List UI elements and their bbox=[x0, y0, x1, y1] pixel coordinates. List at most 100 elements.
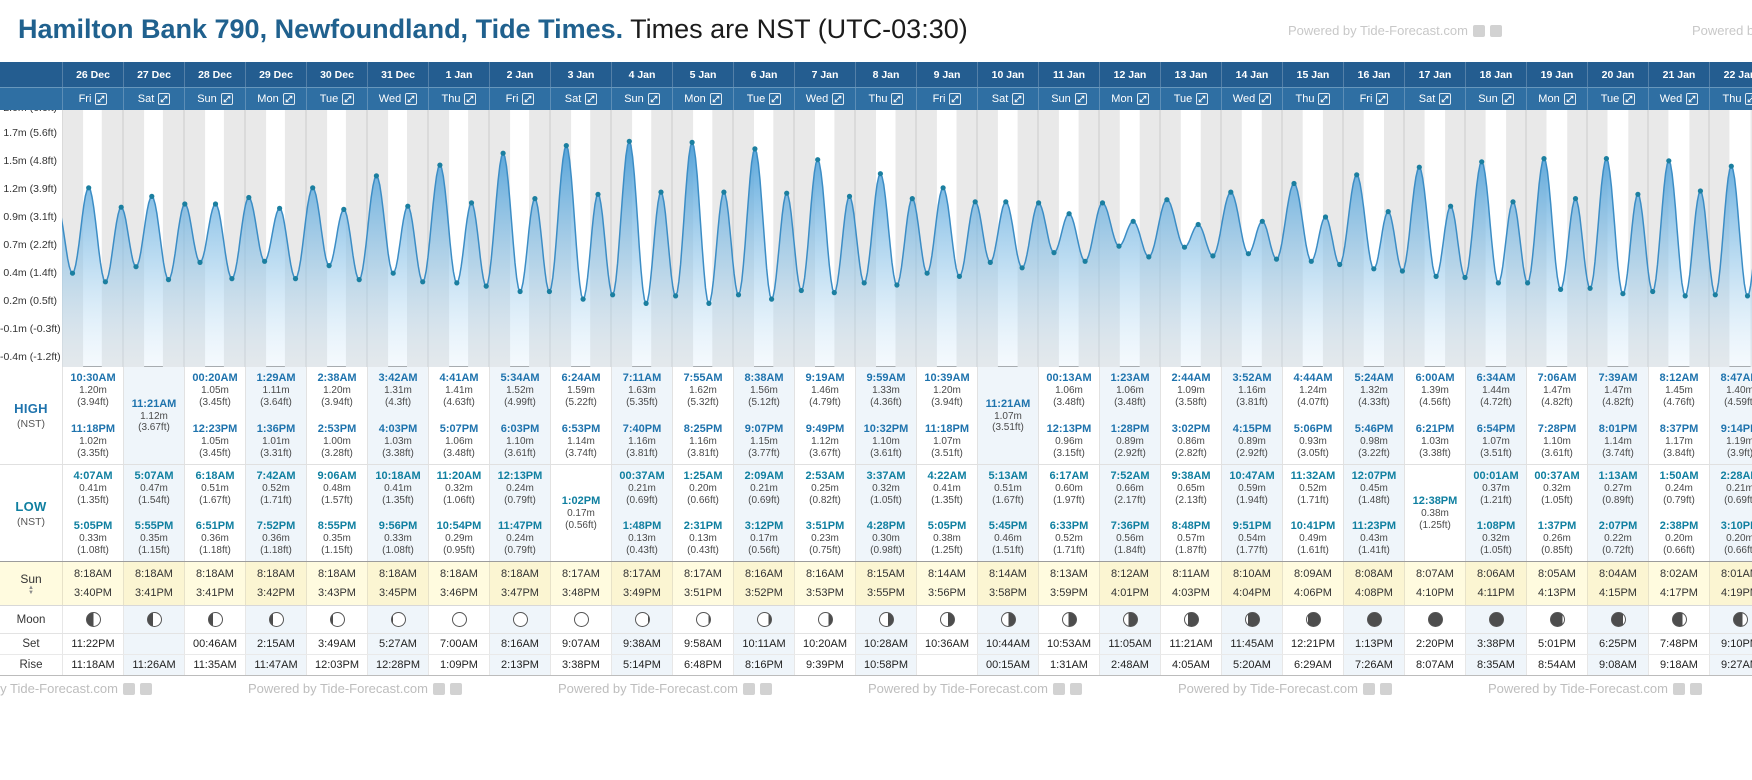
date-header[interactable]: 31 Dec bbox=[367, 62, 428, 87]
y-axis-label: 0.7m (2.2ft) bbox=[3, 238, 57, 251]
high-tide-time: 8:01PM bbox=[1598, 423, 1638, 435]
expand-day-icon[interactable] bbox=[1012, 93, 1025, 105]
high-tide-entry: 3:02PM 0.86m (2.82ft) bbox=[1172, 423, 1211, 459]
high-tide-cell: 6:00AM 1.39m (4.56ft) 6:21PM 1.03m (3.38ft) bbox=[1404, 367, 1465, 464]
sunrise-time: 8:01AM bbox=[1721, 568, 1752, 580]
expand-day-icon[interactable] bbox=[1136, 93, 1149, 105]
expand-day-icon[interactable] bbox=[832, 93, 845, 105]
expand-day-icon[interactable] bbox=[585, 93, 598, 105]
sunrise-time: 8:14AM bbox=[989, 568, 1027, 580]
moonset-time: 9:10PM bbox=[1709, 634, 1752, 654]
date-header[interactable]: 9 Jan bbox=[916, 62, 977, 87]
date-header[interactable]: 21 Jan bbox=[1648, 62, 1709, 87]
tide-height-m: 0.32m bbox=[1543, 483, 1571, 494]
date-header[interactable]: 2 Jan bbox=[489, 62, 550, 87]
social-icon bbox=[432, 682, 445, 695]
expand-day-icon[interactable] bbox=[95, 93, 108, 105]
expand-day-icon[interactable] bbox=[1196, 93, 1209, 105]
expand-day-icon[interactable] bbox=[1439, 93, 1452, 105]
expand-day-icon[interactable] bbox=[1259, 93, 1272, 105]
expand-day-icon[interactable] bbox=[342, 93, 355, 105]
expand-day-icon[interactable] bbox=[220, 93, 233, 105]
expand-day-icon[interactable] bbox=[405, 93, 418, 105]
expand-day-icon[interactable] bbox=[949, 93, 962, 105]
date-header[interactable]: 3 Jan bbox=[550, 62, 611, 87]
low-tide-entry: 9:38AM 0.65m (2.13ft) bbox=[1171, 470, 1210, 506]
date-header[interactable]: 29 Dec bbox=[245, 62, 306, 87]
tide-height-ft: (4.82ft) bbox=[1541, 396, 1573, 408]
date-header[interactable]: 18 Jan bbox=[1465, 62, 1526, 87]
low-tide-time: 1:37PM bbox=[1537, 520, 1577, 532]
weekday-label: Sun bbox=[1051, 93, 1071, 105]
moonrise-time: 8:16PM bbox=[733, 655, 794, 675]
tide-height-m: 0.23m bbox=[811, 533, 839, 544]
high-tide-entry: 11:21AM 1.07m (3.51ft) bbox=[986, 398, 1031, 434]
date-header[interactable]: 13 Jan bbox=[1160, 62, 1221, 87]
date-header[interactable]: 11 Jan bbox=[1038, 62, 1099, 87]
expand-day-icon[interactable] bbox=[709, 93, 722, 105]
expand-day-icon[interactable] bbox=[1376, 93, 1389, 105]
date-header[interactable]: 12 Jan bbox=[1099, 62, 1160, 87]
tide-height-ft: (0.43ft) bbox=[687, 544, 719, 556]
low-tide-time: 5:05PM bbox=[927, 520, 967, 532]
high-tide-time: 2:38AM bbox=[317, 372, 357, 384]
expand-day-icon[interactable] bbox=[158, 93, 171, 105]
expand-day-icon[interactable] bbox=[282, 93, 295, 105]
moonset-time: 10:36AM bbox=[916, 634, 977, 654]
date-header[interactable]: 16 Jan bbox=[1343, 62, 1404, 87]
expand-day-icon[interactable] bbox=[647, 93, 660, 105]
tide-height-m: 1.03m bbox=[1421, 436, 1449, 447]
date-header[interactable]: 10 Jan bbox=[977, 62, 1038, 87]
date-header[interactable]: 6 Jan bbox=[733, 62, 794, 87]
sunrise-sunset-arrows-icon: ▲ ▼ bbox=[28, 584, 34, 596]
expand-day-icon[interactable] bbox=[1745, 93, 1752, 105]
expand-day-icon[interactable] bbox=[769, 93, 782, 105]
low-tide-cell: 11:32AM 0.52m (1.71ft) 10:41PM 0.49m (1.61ft) bbox=[1282, 465, 1343, 561]
tide-height-ft: (2.17ft) bbox=[1114, 494, 1146, 506]
date-header[interactable]: 20 Jan bbox=[1587, 62, 1648, 87]
sunrise-time: 8:18AM bbox=[196, 568, 234, 580]
date-header[interactable]: 7 Jan bbox=[794, 62, 855, 87]
date-header[interactable]: 5 Jan bbox=[672, 62, 733, 87]
watermark-text: Powered by Tide-Forecast.com bbox=[248, 681, 428, 696]
low-tide-entry: 12:38PM 0.38m (1.25ft) bbox=[1413, 495, 1458, 531]
date-header[interactable]: 1 Jan bbox=[428, 62, 489, 87]
date-header[interactable]: 19 Jan bbox=[1526, 62, 1587, 87]
expand-day-icon[interactable] bbox=[1686, 93, 1699, 105]
tide-height-ft: (0.56ft) bbox=[565, 519, 597, 531]
sunrise-time: 8:18AM bbox=[135, 568, 173, 580]
expand-day-icon[interactable] bbox=[1074, 93, 1087, 105]
date-header[interactable]: 8 Jan bbox=[855, 62, 916, 87]
date-header[interactable]: 14 Jan bbox=[1221, 62, 1282, 87]
low-tide-cell: 10:47AM 0.59m (1.94ft) 9:51PM 0.54m (1.77ft) bbox=[1221, 465, 1282, 561]
high-tide-entry: 10:30AM 1.20m (3.94ft) bbox=[70, 372, 115, 408]
date-header[interactable]: 17 Jan bbox=[1404, 62, 1465, 87]
moonset-time: 10:53AM bbox=[1038, 634, 1099, 654]
weekday-label: Thu bbox=[1295, 93, 1315, 105]
expand-day-icon[interactable] bbox=[1318, 93, 1331, 105]
expand-day-icon[interactable] bbox=[464, 93, 477, 105]
date-header[interactable]: 4 Jan bbox=[611, 62, 672, 87]
date-header[interactable]: 27 Dec bbox=[123, 62, 184, 87]
expand-day-icon[interactable] bbox=[891, 93, 904, 105]
expand-day-icon[interactable] bbox=[1563, 93, 1576, 105]
sun-times-cell: 8:18AM 3:46PM bbox=[428, 562, 489, 605]
date-header[interactable]: 30 Dec bbox=[306, 62, 367, 87]
date-header[interactable]: 15 Jan bbox=[1282, 62, 1343, 87]
expand-day-icon[interactable] bbox=[1623, 93, 1636, 105]
expand-day-icon[interactable] bbox=[522, 93, 535, 105]
expand-day-icon[interactable] bbox=[1501, 93, 1514, 105]
date-header[interactable]: 28 Dec bbox=[184, 62, 245, 87]
high-tide-entry: 8:37PM 1.17m (3.84ft) bbox=[1660, 423, 1699, 459]
weekday-label: Sat bbox=[137, 93, 155, 105]
tide-height-ft: (3.9ft) bbox=[1726, 447, 1752, 459]
date-header[interactable]: 26 Dec bbox=[62, 62, 123, 87]
low-tide-cell: 2:28AM0.21m(0.69ft) 3:10PM0.20m(0.66ft) bbox=[1709, 465, 1752, 561]
date-header[interactable]: 22 Jan bbox=[1709, 62, 1752, 87]
moonrise-time: 9:08AM bbox=[1587, 655, 1648, 675]
moon-phase-cell bbox=[977, 606, 1038, 633]
moonset-time: 9:07AM bbox=[550, 634, 611, 654]
tide-height-ft: (1.18ft) bbox=[260, 544, 292, 556]
footer-watermark: Powered by Tide-Forecast.com bbox=[868, 681, 1082, 696]
